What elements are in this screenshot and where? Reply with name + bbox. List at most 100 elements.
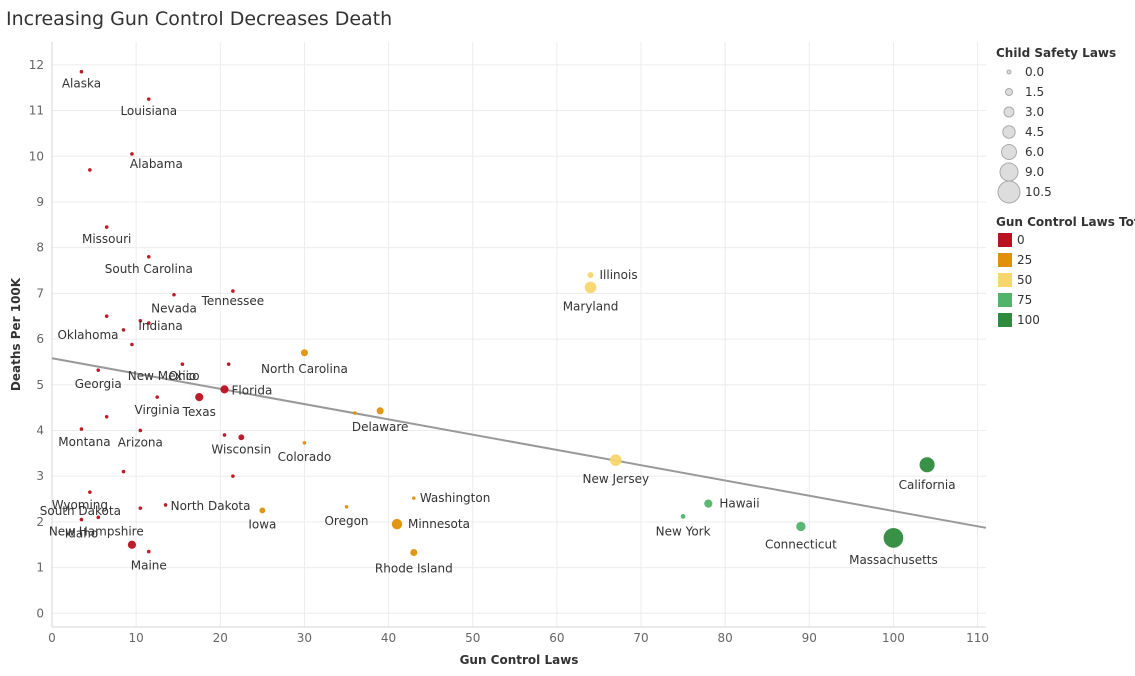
data-point[interactable] (238, 434, 245, 441)
data-point[interactable] (130, 152, 134, 156)
data-point[interactable] (163, 503, 168, 507)
point-label: Illinois (600, 268, 638, 282)
color-legend-swatch[interactable] (998, 293, 1012, 307)
point-label: Minnesota (408, 517, 470, 531)
data-point[interactable] (121, 328, 126, 332)
size-legend-swatch (1001, 144, 1017, 160)
point-label: Maine (131, 559, 167, 573)
data-point[interactable] (231, 474, 235, 478)
x-tick-label: 90 (802, 631, 817, 645)
data-point[interactable] (410, 548, 418, 557)
x-tick-label: 100 (882, 631, 905, 645)
data-point[interactable] (796, 521, 806, 532)
point-label: Oregon (324, 514, 368, 528)
data-point[interactable] (104, 414, 109, 419)
data-point[interactable] (138, 506, 143, 510)
y-tick-label: 10 (29, 149, 44, 163)
y-tick-label: 8 (36, 241, 44, 255)
data-point[interactable] (146, 97, 151, 101)
point-label: Ohio (169, 369, 197, 383)
y-tick-label: 5 (36, 378, 44, 392)
point-label: Washington (420, 491, 491, 505)
point-label: New York (656, 524, 711, 538)
data-point[interactable] (104, 225, 109, 229)
data-point[interactable] (96, 368, 101, 372)
data-point[interactable] (353, 411, 357, 415)
x-tick-label: 60 (549, 631, 564, 645)
data-point[interactable] (104, 314, 109, 319)
point-label: North Dakota (171, 499, 251, 513)
size-legend-swatch (1003, 106, 1015, 118)
data-point[interactable] (584, 281, 597, 294)
data-point[interactable] (222, 433, 227, 437)
data-point[interactable] (146, 321, 151, 325)
size-legend-swatch (1006, 69, 1012, 75)
x-tick-label: 0 (48, 631, 56, 645)
size-legend-swatch (1005, 88, 1013, 96)
data-point[interactable] (704, 499, 713, 508)
data-point[interactable] (96, 515, 101, 520)
data-point[interactable] (226, 362, 231, 367)
data-point[interactable] (680, 514, 686, 519)
data-point[interactable] (300, 349, 308, 357)
point-label: Wisconsin (211, 442, 271, 456)
size-legend-label: 9.0 (1025, 165, 1044, 179)
data-point[interactable] (88, 168, 92, 172)
data-point[interactable] (127, 540, 137, 549)
point-label: Florida (231, 383, 272, 397)
data-point[interactable] (79, 517, 84, 522)
color-legend-label: 75 (1017, 293, 1032, 307)
point-label: New Hampshire (49, 524, 144, 538)
data-point[interactable] (130, 342, 134, 347)
data-point[interactable] (79, 69, 84, 74)
point-label: Oklahoma (57, 328, 118, 342)
data-point[interactable] (344, 505, 349, 509)
color-legend-swatch[interactable] (998, 313, 1012, 327)
point-label: Colorado (278, 450, 332, 464)
data-point[interactable] (146, 255, 151, 259)
color-legend-swatch[interactable] (998, 233, 1012, 247)
x-tick-label: 110 (966, 631, 989, 645)
data-point[interactable] (302, 441, 307, 445)
color-legend-label: 0 (1017, 233, 1025, 247)
color-legend-swatch[interactable] (998, 253, 1012, 267)
point-label: Maryland (563, 299, 619, 313)
size-legend-label: 10.5 (1025, 185, 1052, 199)
x-tick-label: 40 (381, 631, 396, 645)
point-label: New Jersey (582, 472, 649, 486)
point-label: Georgia (75, 377, 122, 391)
data-point[interactable] (155, 395, 159, 399)
data-point[interactable] (391, 518, 403, 530)
point-label: South Carolina (105, 262, 193, 276)
data-point[interactable] (138, 318, 143, 323)
data-point[interactable] (919, 457, 935, 473)
data-point[interactable] (180, 362, 185, 367)
x-axis-title: Gun Control Laws (460, 653, 579, 667)
point-label: Indiana (138, 319, 182, 333)
data-point[interactable] (587, 272, 594, 279)
data-point[interactable] (88, 490, 92, 494)
data-point[interactable] (376, 407, 384, 415)
data-point[interactable] (172, 292, 176, 297)
data-point[interactable] (146, 549, 151, 554)
data-point[interactable] (231, 289, 235, 293)
data-point[interactable] (883, 528, 904, 548)
x-tick-label: 80 (718, 631, 733, 645)
data-point[interactable] (121, 469, 126, 474)
color-legend-swatch[interactable] (998, 273, 1012, 287)
data-point[interactable] (259, 507, 266, 514)
size-legend-swatch (999, 162, 1019, 182)
y-tick-label: 4 (36, 423, 44, 437)
point-label: Montana (58, 435, 110, 449)
data-point[interactable] (609, 454, 622, 467)
data-point[interactable] (195, 393, 204, 402)
data-point[interactable] (412, 496, 416, 500)
point-label: Iowa (248, 517, 276, 531)
data-point[interactable] (79, 427, 84, 431)
point-label: Rhode Island (375, 562, 453, 576)
point-label: Connecticut (765, 537, 837, 551)
data-point[interactable] (138, 428, 143, 433)
color-legend-label: 100 (1017, 313, 1040, 327)
data-point[interactable] (220, 385, 229, 394)
